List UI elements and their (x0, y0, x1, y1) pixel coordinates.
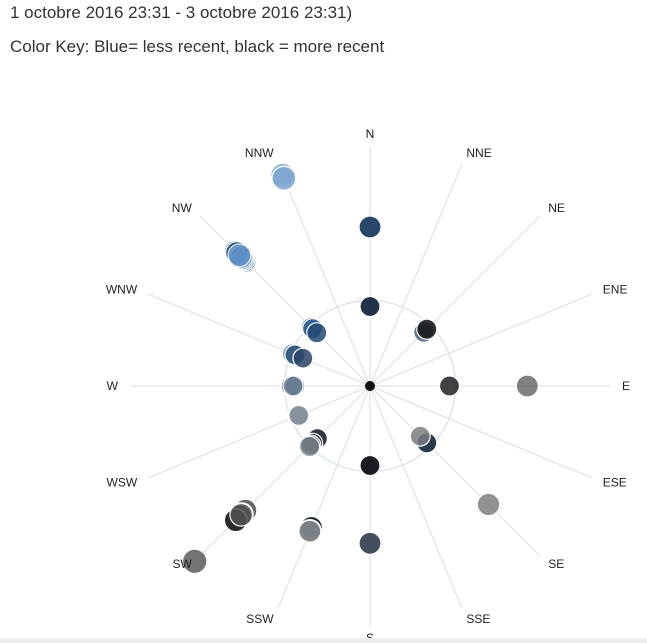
spoke-nne (369, 164, 463, 387)
wind-point[interactable] (271, 165, 297, 191)
direction-label-wsw: WSW (107, 475, 138, 489)
wind-point[interactable] (476, 492, 501, 517)
wind-point[interactable] (306, 322, 328, 344)
spoke-wnw (148, 293, 371, 387)
wind-point[interactable] (229, 502, 254, 527)
direction-label-n: N (366, 127, 375, 141)
direction-label-ssw: SSW (246, 612, 274, 626)
wind-point[interactable] (288, 404, 310, 426)
spoke-nnw (277, 164, 371, 387)
wind-point[interactable] (227, 243, 252, 268)
scrollbar-track[interactable] (0, 638, 647, 643)
wind-point[interactable] (409, 425, 431, 447)
wind-point[interactable] (282, 375, 304, 397)
date-range-title: 1 octobre 2016 23:31 - 3 octobre 2016 23… (10, 3, 353, 22)
spoke-ene (369, 293, 592, 387)
spoke-sw (199, 385, 371, 557)
wind-point[interactable] (292, 347, 314, 369)
wind-point[interactable] (515, 374, 539, 398)
wind-point[interactable] (416, 318, 438, 340)
center-point (365, 381, 375, 391)
direction-label-se: SE (548, 557, 564, 571)
direction-label-ene: ENE (603, 283, 628, 297)
direction-label-sse: SSE (466, 612, 490, 626)
direction-label-s: S (366, 631, 374, 643)
data-points (181, 162, 539, 575)
direction-label-nnw: NNW (245, 146, 274, 160)
wind-point[interactable] (181, 548, 208, 575)
direction-labels: N NNE NE ENE E ESE SE SSE S SSW SW WSW W WNW NW NNW (106, 127, 630, 643)
spoke-sse (369, 385, 463, 608)
spoke-se (369, 385, 541, 557)
direction-label-ese: ESE (603, 475, 627, 489)
color-key-legend: Color Key: Blue= less recent, black = mo… (10, 37, 385, 56)
wind-point[interactable] (298, 435, 321, 458)
direction-label-e: E (622, 379, 630, 393)
direction-label-wnw: WNW (106, 283, 138, 297)
spoke-ssw (277, 385, 371, 608)
wind-point[interactable] (359, 454, 381, 477)
direction-label-sw: SW (172, 557, 192, 571)
wind-point[interactable] (298, 519, 322, 543)
direction-label-w: W (107, 379, 119, 393)
wind-point[interactable] (438, 375, 461, 397)
wind-point[interactable] (358, 215, 382, 239)
spoke-ese (369, 385, 592, 479)
direction-label-nw: NW (172, 201, 193, 215)
spoke-wsw (148, 385, 371, 479)
wind-point[interactable] (359, 295, 381, 318)
direction-label-ne: NE (548, 201, 565, 215)
direction-label-nne: NNE (466, 146, 491, 160)
wind-point[interactable] (358, 531, 382, 555)
polar-grid (130, 146, 610, 626)
spoke-ne (369, 215, 541, 387)
